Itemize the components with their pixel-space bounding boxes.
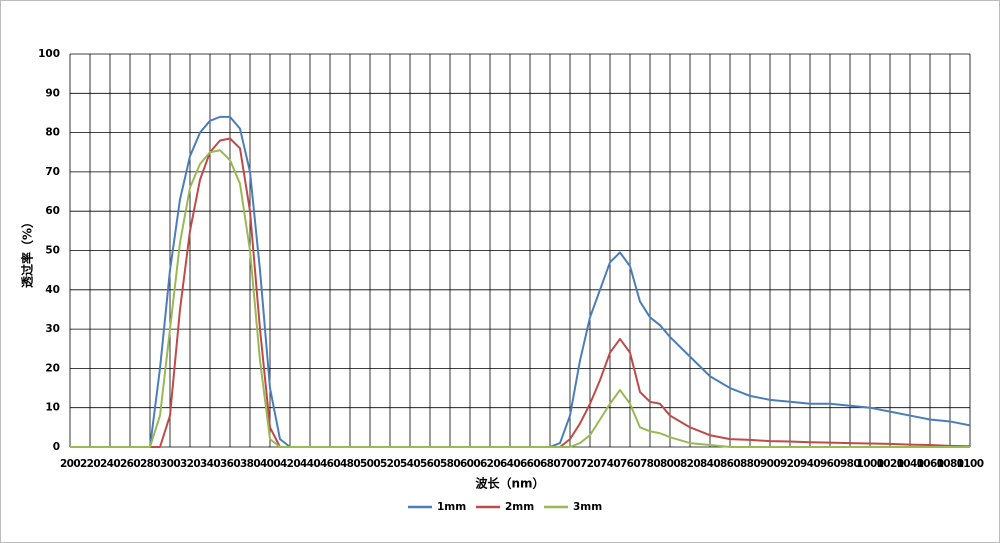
x-tick-label: 820: [680, 458, 700, 470]
data-line: [70, 137, 971, 448]
x-tick-label: 540: [400, 458, 420, 470]
x-tick-label: 800: [660, 458, 680, 470]
x-tick-label: 660: [520, 458, 540, 470]
y-tick-label: 90: [45, 87, 60, 99]
x-tick-label: 360: [220, 458, 240, 470]
x-tick-label: 1020: [877, 458, 904, 470]
x-tick-label: 640: [500, 458, 520, 470]
x-tick-label: 980: [840, 458, 860, 470]
x-tick-label: 920: [780, 458, 800, 470]
legend-label: 2mm: [505, 501, 534, 513]
y-tick-label: 0: [53, 441, 60, 453]
x-tick-label: 420: [280, 458, 300, 470]
x-tick-label: 840: [700, 458, 720, 470]
x-tick-label: 240: [100, 458, 120, 470]
x-tick-label: 780: [640, 458, 660, 470]
x-tick-label: 340: [200, 458, 220, 470]
x-tick-label: 480: [340, 458, 360, 470]
legend-label: 1mm: [437, 501, 466, 513]
y-tick-label: 20: [45, 362, 60, 374]
x-tick-label: 520: [380, 458, 400, 470]
x-tick-label: 460: [320, 458, 340, 470]
y-axis-label: 透过率（%）: [20, 216, 35, 288]
y-tick-label: 60: [45, 205, 60, 217]
y-tick-label: 100: [38, 48, 60, 60]
x-tick-label: 220: [80, 458, 100, 470]
x-tick-label: 300: [160, 458, 180, 470]
y-tick-label: 50: [45, 245, 60, 257]
x-tick-label: 740: [600, 458, 620, 470]
x-tick-label: 1060: [917, 458, 944, 470]
x-axis-label: 波长（nm）: [475, 476, 544, 491]
x-tick-label: 760: [620, 458, 640, 470]
x-tick-label: 1040: [897, 458, 924, 470]
x-tick-label: 720: [580, 458, 600, 470]
y-tick-label: 30: [45, 323, 60, 335]
x-tick-label: 700: [560, 458, 580, 470]
x-tick-label: 260: [120, 458, 140, 470]
x-tick-label: 580: [440, 458, 460, 470]
x-tick-label: 880: [740, 458, 760, 470]
x-tick-label: 380: [240, 458, 260, 470]
data-line: [70, 115, 971, 448]
x-tick-label: 680: [540, 458, 560, 470]
x-tick-label: 440: [300, 458, 320, 470]
x-tick-label: 320: [180, 458, 200, 470]
x-tick-label: 860: [720, 458, 740, 470]
x-tick-label: 1080: [937, 458, 964, 470]
x-tick-label: 500: [360, 458, 380, 470]
x-tick-label: 280: [140, 458, 160, 470]
x-tick-label: 900: [760, 458, 780, 470]
y-tick-label: 70: [45, 166, 60, 178]
x-tick-label: 600: [460, 458, 480, 470]
x-tick-label: 1000: [857, 458, 884, 470]
y-tick-label: 80: [45, 127, 60, 139]
x-tick-label: 1100: [957, 458, 984, 470]
x-tick-label: 560: [420, 458, 440, 470]
x-tick-label: 940: [800, 458, 820, 470]
x-tick-label: 620: [480, 458, 500, 470]
x-tick-label: 400: [260, 458, 280, 470]
x-tick-label: 200: [60, 458, 80, 470]
legend-label: 3mm: [573, 501, 602, 513]
y-tick-label: 10: [45, 402, 60, 414]
x-tick-label: 960: [820, 458, 840, 470]
y-tick-label: 40: [45, 284, 60, 296]
data-line: [70, 149, 970, 448]
